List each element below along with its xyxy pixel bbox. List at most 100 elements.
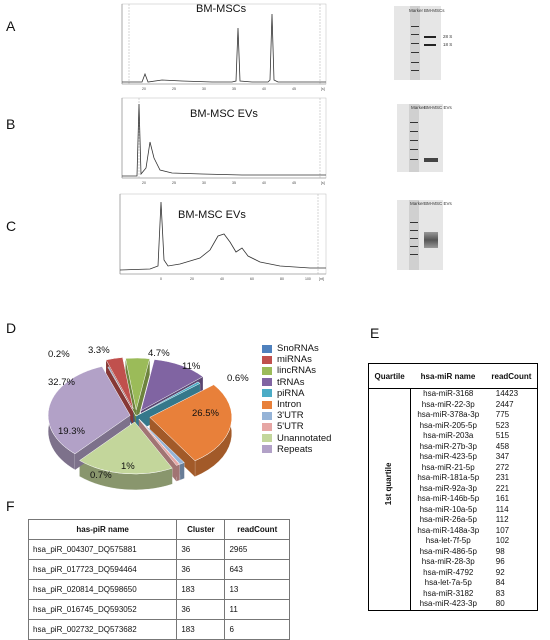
- table-row: hsa-miR-28-3p 96: [369, 557, 538, 568]
- legend-label: Unannotated: [277, 432, 332, 444]
- readcount-cell: 775: [495, 410, 510, 419]
- gel-sample-label-a: BM-MSCs: [424, 8, 445, 13]
- pie-slice-pirna: [135, 381, 201, 417]
- pie-label-lincrnas: 4.7%: [148, 348, 170, 359]
- readcount-cell: 96: [495, 557, 505, 566]
- pir-name-cell: hsa_piR_017723_DQ594464: [27, 559, 178, 580]
- pie-slice-3-utr: [138, 418, 185, 465]
- svg-text:20: 20: [142, 87, 146, 91]
- mirna-name-cell: hsa-miR-26a-5p: [419, 515, 477, 524]
- mirna-name-cell: hsa-miR-92a-3p: [419, 483, 477, 493]
- gel-smear: [424, 158, 438, 162]
- col-header-readcount: readCount: [224, 519, 290, 540]
- legend-swatch: [262, 422, 272, 431]
- trace-title-c: BM-MSC EVs: [178, 209, 246, 221]
- gel-marker-lane: [409, 200, 419, 270]
- legend-item: Repeats: [262, 444, 331, 455]
- legend-swatch: [262, 400, 272, 409]
- svg-text:45: 45: [292, 181, 296, 185]
- gel-band-28s: [424, 36, 436, 38]
- gel-marker-label-a: Marker: [409, 8, 424, 13]
- readcount-cell: 14423: [495, 389, 519, 398]
- pie-label-pirna: 0.6%: [227, 373, 249, 384]
- table-row: hsa-miR-423-5p 347: [369, 452, 538, 463]
- panel-letter-f: F: [6, 498, 15, 514]
- x-tick-labels-c: 0 20 40 60 80 100 [nt]: [160, 277, 324, 281]
- gel-image-a: [394, 6, 441, 80]
- table-row: hsa-miR-181a-5p 231: [369, 473, 538, 484]
- readcount-cell: 347: [495, 452, 510, 461]
- svg-text:30: 30: [202, 87, 206, 91]
- mirna-name-cell: hsa-miR-28-3p: [421, 557, 475, 566]
- gel-sample-label-c: BM-MSC EVs: [424, 201, 452, 206]
- readcount-cell: 107: [495, 525, 510, 535]
- readcount-cell: 161: [495, 494, 510, 503]
- readcount-cell: 83: [495, 588, 505, 598]
- panel-letter-d: D: [6, 320, 17, 336]
- table-row: hsa-miR-3182 83: [369, 589, 538, 600]
- cluster-cell: 36: [176, 599, 226, 620]
- col-header-pir-name: has-piR name: [27, 519, 178, 540]
- panel-letter-e: E: [370, 325, 380, 341]
- mirna-name-cell: hsa-miR-146b-5p: [417, 494, 480, 503]
- legend-swatch: [262, 434, 272, 443]
- pie-label-trnas: 11%: [182, 361, 201, 372]
- table-row: hsa_piR_004307_DQ575881 36 2965: [27, 539, 290, 560]
- electropherogram-a: 20 25 30 35 40 45 [s]: [121, 3, 327, 91]
- mirna-name-cell: hsa-miR-181a-5p: [417, 473, 480, 482]
- gel-band: [410, 230, 418, 231]
- legend-item: SnoRNAs: [262, 343, 331, 354]
- readcount-cell: 13: [224, 579, 290, 600]
- gel-band: [411, 34, 419, 35]
- mirna-name-cell: hsa-miR-378a-3p: [417, 410, 480, 419]
- readcount-cell: 515: [495, 431, 510, 440]
- legend-item: piRNA: [262, 388, 331, 399]
- gel-band-label-18s: 18 S: [443, 42, 453, 47]
- gel-marker-lane: [409, 104, 419, 172]
- table-header-row: has-piR name Cluster readCount: [27, 519, 290, 540]
- table-row: hsa-miR-26a-5p 112: [369, 515, 538, 526]
- mirna-name-cell: hsa-miR-148a-3p: [417, 525, 480, 535]
- svg-text:0: 0: [160, 277, 162, 281]
- pie-label-snornas: 0.2%: [48, 349, 70, 360]
- pie-slice-intron: [149, 384, 233, 462]
- gel-band-18s: [424, 44, 436, 46]
- gel-band: [410, 246, 418, 247]
- legend-swatch: [262, 389, 272, 398]
- gel-marker-label-b: Marker: [411, 105, 426, 110]
- table-row: hsa-let-7a-5p 84: [369, 578, 538, 589]
- pie-slice-wall: [125, 358, 137, 427]
- table-row: hsa-miR-21-5p 272: [369, 463, 538, 474]
- mirna-table: Quartile hsa-miR name readCount 1st quar…: [368, 363, 538, 611]
- readcount-cell: 2447: [495, 399, 514, 409]
- legend-item: Unannotated: [262, 433, 331, 444]
- legend-item: 3'UTR: [262, 410, 331, 421]
- legend-item: 5'UTR: [262, 421, 331, 432]
- gel-band: [411, 43, 419, 44]
- trace-line-c: [119, 201, 326, 271]
- gel-band: [411, 52, 419, 53]
- svg-text:40: 40: [262, 87, 266, 91]
- col-header-cluster: Cluster: [176, 519, 226, 540]
- table-row: hsa-miR-378a-3p 775: [369, 410, 538, 421]
- svg-text:40: 40: [220, 277, 224, 281]
- svg-text:[s]: [s]: [321, 181, 325, 185]
- mirna-name-cell: hsa-miR-423-3p: [419, 599, 477, 608]
- pie-label-repeats: 32.7%: [48, 377, 75, 388]
- gel-band: [410, 131, 418, 132]
- col-header-readcount: readCount: [485, 363, 538, 389]
- pie-slice-trnas: [140, 359, 204, 412]
- gel-band: [411, 62, 419, 63]
- gel-marker-label-c: Marker: [410, 201, 425, 206]
- svg-text:100: 100: [305, 277, 311, 281]
- pie-slice-snornas: [107, 366, 137, 417]
- svg-text:60: 60: [250, 277, 254, 281]
- readcount-cell: 643: [224, 559, 290, 580]
- mirna-name-cell: hsa-miR-4792: [423, 567, 474, 577]
- legend-swatch: [262, 411, 272, 420]
- table-row: hsa-miR-203a 515: [369, 431, 538, 442]
- svg-text:20: 20: [190, 277, 194, 281]
- legend-swatch: [262, 378, 272, 387]
- trace-title-a: BM-MSCs: [196, 3, 247, 15]
- legend-item: Intron: [262, 399, 331, 410]
